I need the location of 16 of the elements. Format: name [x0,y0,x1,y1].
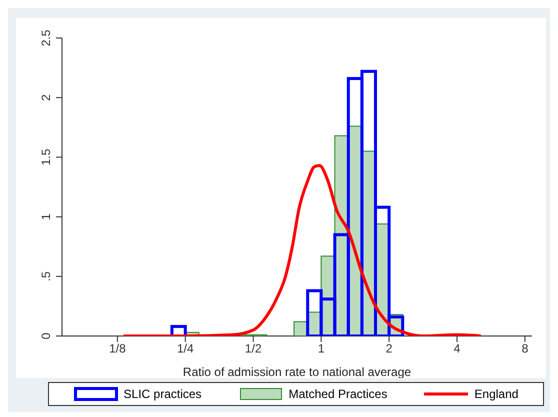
x-tick-label: 8 [522,342,529,356]
y-tick-label: 1.5 [39,148,53,166]
x-tick-label: 1/8 [109,342,126,356]
y-tick-label: 2 [39,94,53,101]
y-tick-label: .5 [39,271,53,282]
legend-label: Matched Practices [288,387,388,401]
x-tick-label: 1/2 [244,342,262,356]
x-tick-label: 1 [318,342,325,356]
y-tick-label: 2.5 [39,29,53,46]
legend-label: England [474,387,518,401]
legend-label: SLIC practices [124,387,202,401]
x-tick-label: 4 [454,342,461,356]
x-tick-label: 2 [386,342,393,356]
x-tick-label: 1/4 [176,342,194,356]
y-tick-label: 0 [39,332,53,340]
y-tick-label: 1 [39,213,53,220]
